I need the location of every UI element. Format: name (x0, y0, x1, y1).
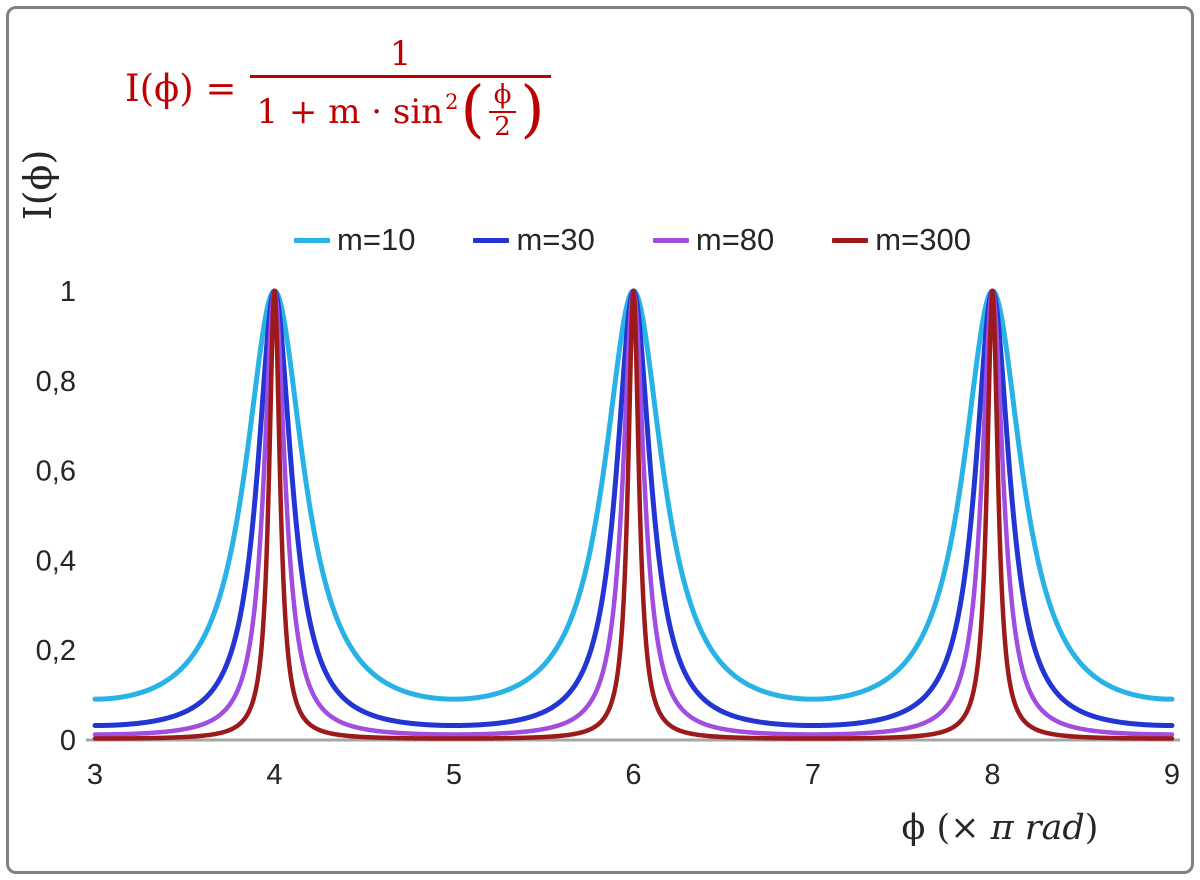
formula-inner-fraction: ϕ 2 (488, 82, 517, 142)
formula-numerator: 1 (389, 34, 412, 74)
x-tick-label: 9 (1164, 759, 1180, 791)
legend-item-m=30: m=30 (473, 222, 595, 258)
formula-annotation: I(ϕ) = 1 1 + m · sin 2 ( ϕ 2 ) (125, 34, 551, 146)
formula-fraction: 1 1 + m · sin 2 ( ϕ 2 ) (250, 34, 551, 146)
x-axis-title-prefix: ϕ (× (901, 808, 991, 848)
x-tick-label: 4 (266, 759, 282, 791)
legend-swatch (652, 237, 689, 243)
legend-item-m=10: m=10 (294, 222, 415, 258)
x-axis-title-italic: π rad (990, 808, 1085, 848)
x-tick-label: 8 (984, 759, 1000, 791)
y-tick-label: 0,4 (36, 545, 76, 577)
legend-label: m=300 (875, 222, 971, 257)
legend-swatch (832, 237, 869, 243)
x-axis-title-suffix: ) (1084, 808, 1099, 848)
formula-den-text: 1 + m · sin (256, 91, 444, 132)
legend-item-m=300: m=300 (832, 222, 971, 258)
y-tick-label: 0,8 (36, 366, 76, 398)
y-tick-label: 0,2 (36, 635, 76, 667)
legend: m=10 m=30 m=80 m=300 (95, 222, 1170, 258)
legend-label: m=10 (337, 222, 416, 257)
x-tick-label: 6 (625, 759, 641, 791)
y-tick-label: 0 (60, 725, 76, 757)
legend-swatch (294, 237, 331, 243)
series-line-m=300 (92, 288, 1175, 741)
formula-inner-numerator: ϕ (488, 82, 517, 113)
legend-item-m=80: m=80 (652, 222, 775, 258)
y-axis-title: I(ϕ) (16, 149, 60, 221)
legend-label: m=80 (695, 222, 775, 257)
formula-denominator: 1 + m · sin 2 ( ϕ 2 ) (250, 72, 551, 146)
y-tick-label: 0,6 (36, 456, 76, 488)
x-tick-label: 3 (87, 759, 103, 791)
x-tick-label: 5 (446, 759, 462, 791)
series-line-m=30 (92, 288, 1175, 729)
formula-open-paren: ( (460, 72, 485, 146)
legend-label: m=30 (516, 222, 595, 257)
x-tick-label: 7 (805, 759, 821, 791)
y-tick-label: 1 (60, 276, 76, 308)
formula-close-paren: ) (520, 72, 545, 146)
formula-lhs: I(ϕ) = (125, 66, 237, 110)
x-axis-title: ϕ (× π rad) (902, 808, 1099, 848)
legend-swatch (473, 237, 510, 243)
series-line-m=80 (92, 288, 1175, 737)
formula-inner-denominator: 2 (494, 111, 511, 142)
